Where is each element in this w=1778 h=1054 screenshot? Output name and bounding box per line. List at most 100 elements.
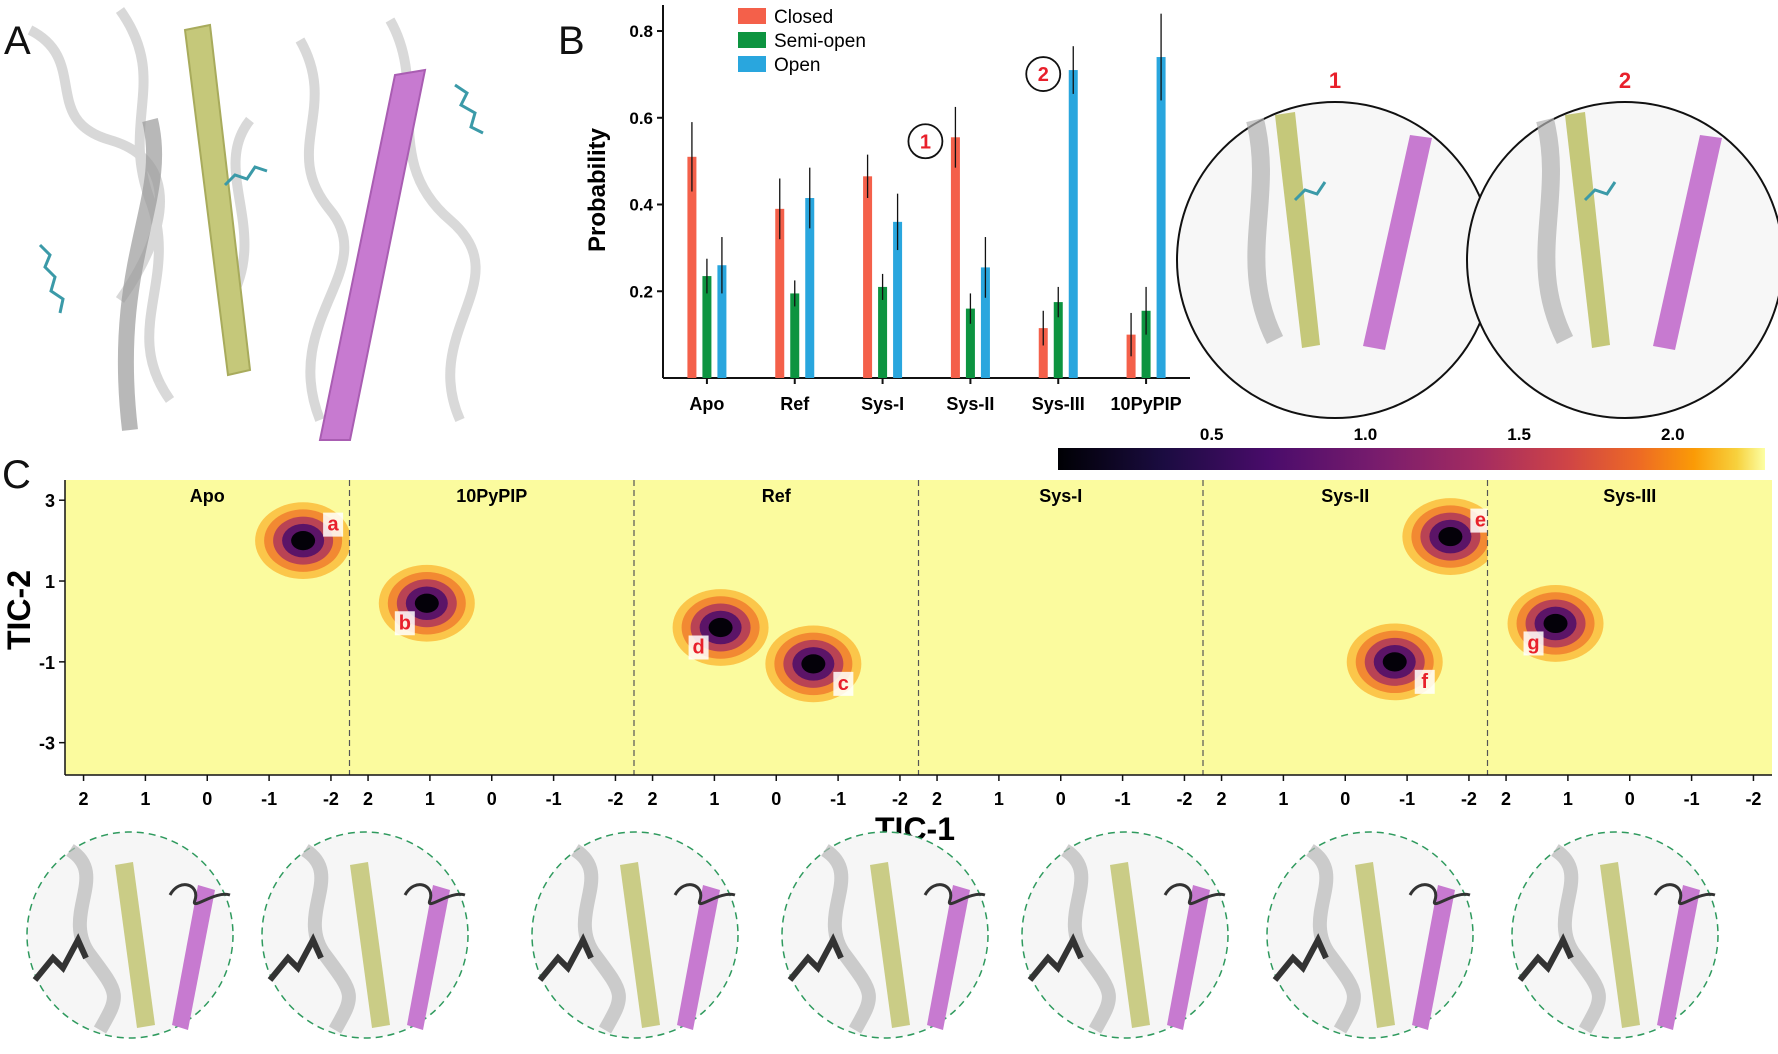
dark-loop-top bbox=[168, 883, 231, 906]
x-tick-label: Sys-I bbox=[861, 394, 904, 414]
dark-loop bbox=[537, 933, 594, 982]
legend-label: Semi-open bbox=[774, 31, 866, 52]
panel-label-a: A bbox=[4, 19, 31, 63]
legend-swatch bbox=[738, 8, 766, 24]
x-tick-label: -2 bbox=[1176, 789, 1192, 809]
yellow-helix-inset-2 bbox=[1565, 112, 1610, 348]
density-blob bbox=[1438, 526, 1463, 547]
dark-loop-top bbox=[1408, 883, 1471, 906]
dark-loop-top bbox=[1653, 883, 1716, 906]
grey-helix bbox=[1305, 844, 1361, 1034]
x-tick-label: 2 bbox=[1217, 789, 1227, 809]
x-tick-label: Ref bbox=[780, 394, 810, 414]
density-blob bbox=[291, 531, 316, 551]
x-tick-label: 2 bbox=[1501, 789, 1511, 809]
colorbar-gradient bbox=[1058, 448, 1765, 470]
x-tick-label: Sys-II bbox=[946, 394, 994, 414]
heatmap-sys-ii: Sys-II e f 2 1 0 -1 -2 bbox=[1202, 480, 1499, 809]
state-label-bg bbox=[323, 512, 344, 537]
legend-label: Open bbox=[774, 55, 820, 76]
heatmap-background bbox=[918, 480, 1203, 775]
x-tick-label: Apo bbox=[689, 394, 724, 414]
dark-loop bbox=[32, 933, 89, 982]
inset-2: 2 bbox=[1466, 68, 1778, 419]
state-label-bg bbox=[833, 671, 854, 696]
grey-helix bbox=[820, 844, 876, 1034]
x-tick-label: -1 bbox=[1399, 789, 1415, 809]
panel-label-c: C bbox=[2, 453, 31, 497]
bar-closed bbox=[863, 176, 873, 378]
bar-semi-open bbox=[702, 276, 712, 378]
x-tick-label: 2 bbox=[932, 789, 942, 809]
bottom-structure-insets bbox=[26, 831, 1719, 1039]
colorbar-tick-label: 1.0 bbox=[1354, 425, 1378, 444]
yellow-helix bbox=[1355, 862, 1395, 1028]
bar-chart: 0.2 0.4 0.6 0.8 Probability Apo Ref Sys-I Sys-II… bbox=[584, 5, 1190, 414]
grey-helix bbox=[300, 844, 356, 1034]
structure-inset bbox=[261, 831, 469, 1039]
heatmap-title: Sys-II bbox=[1321, 486, 1369, 506]
x-tick-label: Sys-III bbox=[1032, 394, 1085, 414]
dark-loop-top bbox=[673, 883, 736, 906]
bar-closed bbox=[1038, 328, 1048, 378]
density-blob bbox=[1382, 652, 1407, 672]
bar-open bbox=[1156, 57, 1166, 379]
panel-c: C 0.5 1.0 1.5 2.0 3 1 -1 -3 Apo a 2 1 0 -1 -2 10PyPIP b… bbox=[1, 425, 1772, 847]
panel-a: A bbox=[0, 0, 490, 441]
annotation-label: 2 bbox=[1038, 64, 1049, 86]
density-blob bbox=[801, 654, 826, 674]
heatmap-sys-iii: Sys-III g 2 1 0 -1 -2 bbox=[1486, 480, 1772, 809]
grey-helix bbox=[570, 844, 626, 1034]
heatmap-ref: Ref c d 2 1 0 -1 -2 bbox=[633, 480, 919, 809]
annotation-circle bbox=[1025, 56, 1062, 92]
inset-circle-1 bbox=[1176, 101, 1494, 419]
structure-inset bbox=[1021, 831, 1229, 1039]
state-label-bg bbox=[1470, 508, 1491, 533]
purple-helix-inset-1 bbox=[1363, 135, 1432, 350]
bar-closed bbox=[775, 208, 785, 378]
dark-loop bbox=[1517, 933, 1574, 982]
bar-open bbox=[717, 265, 727, 378]
legend-swatch bbox=[738, 32, 766, 48]
bar-open bbox=[1068, 70, 1078, 378]
y-tick-label: 0.6 bbox=[629, 109, 653, 128]
heatmap-title: 10PyPIP bbox=[456, 486, 527, 506]
bar-open bbox=[805, 198, 815, 378]
grey-helix-inset-2 bbox=[1536, 117, 1574, 345]
x-tick-label: -2 bbox=[1461, 789, 1477, 809]
density-blob bbox=[1543, 613, 1568, 634]
x-tick-label: 1 bbox=[994, 789, 1004, 809]
dark-loop-top bbox=[1163, 883, 1226, 906]
bar-semi-open bbox=[1141, 310, 1151, 378]
panel-b: B 0.2 0.4 0.6 0.8 Probability Apo Ref Sys-I Sys-… bbox=[558, 5, 1778, 419]
bar-semi-open bbox=[1053, 302, 1063, 378]
heatmap-title: Sys-III bbox=[1603, 486, 1656, 506]
structure-inset bbox=[1266, 831, 1474, 1039]
bar-semi-open bbox=[965, 308, 975, 378]
x-tick-label: 2 bbox=[648, 789, 658, 809]
dark-loop bbox=[267, 933, 324, 982]
density-blob bbox=[414, 593, 439, 613]
state-label-bg bbox=[394, 611, 415, 636]
inset-label-2: 2 bbox=[1619, 68, 1631, 93]
state-label-bg bbox=[688, 635, 709, 660]
yellow-helix-inset-1 bbox=[1275, 112, 1320, 348]
grey-helix bbox=[65, 844, 121, 1034]
structure-inset bbox=[1511, 831, 1719, 1039]
state-label: f bbox=[1421, 671, 1428, 693]
legend-label: Closed bbox=[774, 7, 833, 28]
bar-open bbox=[980, 267, 990, 378]
purple-helix bbox=[1657, 885, 1700, 1030]
legend-swatch bbox=[738, 56, 766, 72]
x-tick-label: 2 bbox=[79, 789, 89, 809]
purple-helix bbox=[1167, 885, 1210, 1030]
purple-helix bbox=[677, 885, 720, 1030]
ligand-molecules-a bbox=[38, 83, 484, 314]
y-tick-label: 0.8 bbox=[629, 22, 653, 41]
bar-closed bbox=[950, 137, 960, 378]
ligand-inset-2 bbox=[1583, 181, 1617, 202]
grey-helix-a bbox=[117, 118, 163, 431]
x-tick-label: 0 bbox=[771, 789, 781, 809]
x-tick-label: 1 bbox=[1563, 789, 1573, 809]
